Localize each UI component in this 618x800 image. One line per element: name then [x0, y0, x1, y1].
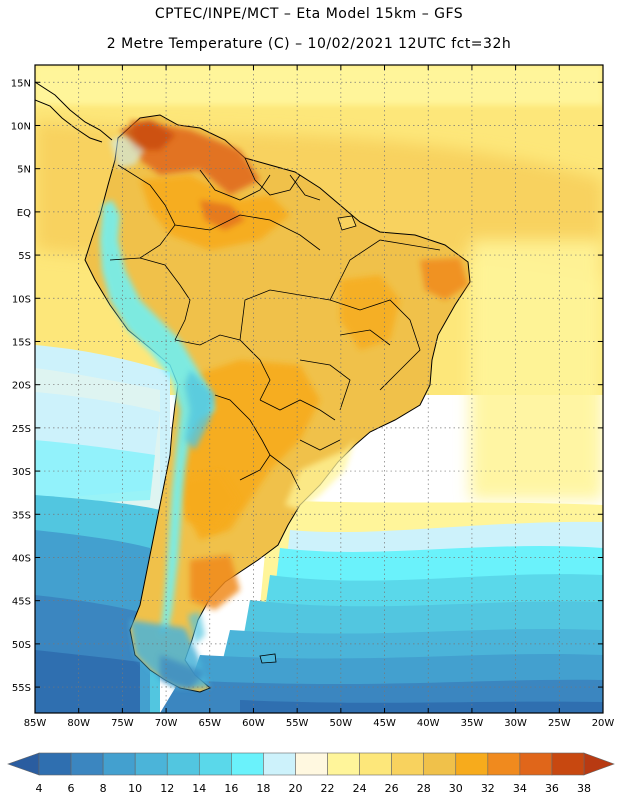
colorbar-label: 10	[128, 782, 142, 795]
lon-label: 30W	[504, 718, 527, 729]
lat-label: 10S	[12, 294, 31, 305]
lon-label: 85W	[24, 718, 47, 729]
lon-label: 20W	[592, 718, 615, 729]
colorbar-under-arrow	[7, 752, 40, 776]
colorbar-swatch	[102, 752, 136, 776]
map-title-line-2: 2 Metre Temperature (C) – 10/02/2021 12U…	[106, 36, 512, 52]
temperature-colorbar: 4 6 8 10 12 14 16 18 20 22 24 26 28 30 32 34 36 38	[7, 752, 615, 795]
lon-label: 50W	[330, 718, 353, 729]
lat-label: 15S	[12, 337, 31, 348]
colorbar-label: 22	[321, 782, 335, 795]
longitude-labels: 85W 80W 75W 70W 65W 60W 55W 50W 45W 40W 35W 30W 25W 2…	[24, 718, 615, 729]
lon-label: 55W	[286, 718, 309, 729]
colorbar-label: 30	[449, 782, 463, 795]
map-frame	[34, 64, 604, 714]
colorbar-label: 26	[385, 782, 399, 795]
colorbar-swatch	[166, 752, 200, 776]
lat-label: 35S	[12, 510, 31, 521]
lon-label: 65W	[198, 718, 221, 729]
latitude-labels: 15N 10N 5N EQ 5S 10S 15S 20S 25S 30S 35S 40S 45S 50S 5…	[11, 78, 31, 694]
colorbar-swatch	[198, 752, 232, 776]
lat-label: 55S	[12, 683, 31, 694]
colorbar-label: 38	[577, 782, 591, 795]
colorbar-swatch	[295, 752, 328, 776]
colorbar-swatch	[551, 752, 585, 776]
lat-label: 45S	[12, 597, 31, 608]
colorbar-swatch	[263, 752, 296, 776]
colorbar-swatch	[487, 752, 521, 776]
lat-label: 30S	[12, 467, 31, 478]
colorbar-swatch	[327, 752, 360, 776]
map-title-line-1: CPTEC/INPE/MCT – Eta Model 15km – GFS	[154, 6, 464, 22]
colorbar-swatch	[423, 752, 457, 776]
lon-label: 60W	[242, 718, 265, 729]
lon-label: 35W	[461, 718, 484, 729]
lat-label: EQ	[17, 208, 31, 219]
lon-label: 70W	[155, 718, 178, 729]
colorbar-label: 4	[36, 782, 43, 795]
colorbar-swatch	[359, 752, 392, 776]
colorbar-label: 6	[68, 782, 75, 795]
lon-label: 25W	[548, 718, 571, 729]
colorbar-label: 12	[160, 782, 174, 795]
colorbar-swatch	[70, 752, 104, 776]
lat-label: 20S	[12, 381, 31, 392]
lon-label: 80W	[67, 718, 90, 729]
temperature-field	[35, 65, 603, 713]
colorbar-swatch	[134, 752, 168, 776]
lat-label: 5N	[17, 165, 31, 176]
colorbar-swatch	[455, 752, 489, 776]
lat-label: 15N	[11, 78, 31, 89]
colorbar-label: 18	[256, 782, 270, 795]
colorbar-label: 24	[353, 782, 367, 795]
country-borders	[109, 157, 441, 491]
colorbar-label: 28	[417, 782, 431, 795]
colorbar-swatch	[231, 752, 264, 776]
lon-label: 40W	[417, 718, 440, 729]
south-america-land	[35, 81, 471, 693]
colorbar-swatch	[519, 752, 553, 776]
colorbar-swatch	[391, 752, 425, 776]
colorbar-over-arrow	[583, 752, 615, 776]
lat-label: 50S	[12, 640, 31, 651]
lat-label: 25S	[12, 424, 31, 435]
lat-label: 5S	[18, 251, 31, 262]
lat-label: 10N	[11, 121, 31, 132]
colorbar-label: 36	[545, 782, 559, 795]
lon-label: 45W	[373, 718, 396, 729]
colorbar-label: 32	[481, 782, 495, 795]
colorbar-swatch	[38, 752, 72, 776]
colorbar-label: 16	[224, 782, 238, 795]
colorbar-label: 20	[288, 782, 302, 795]
colorbar-label: 8	[100, 782, 107, 795]
colorbar-label: 34	[513, 782, 527, 795]
colorbar-label: 14	[192, 782, 206, 795]
lon-label: 75W	[111, 718, 134, 729]
lat-label: 40S	[12, 553, 31, 564]
